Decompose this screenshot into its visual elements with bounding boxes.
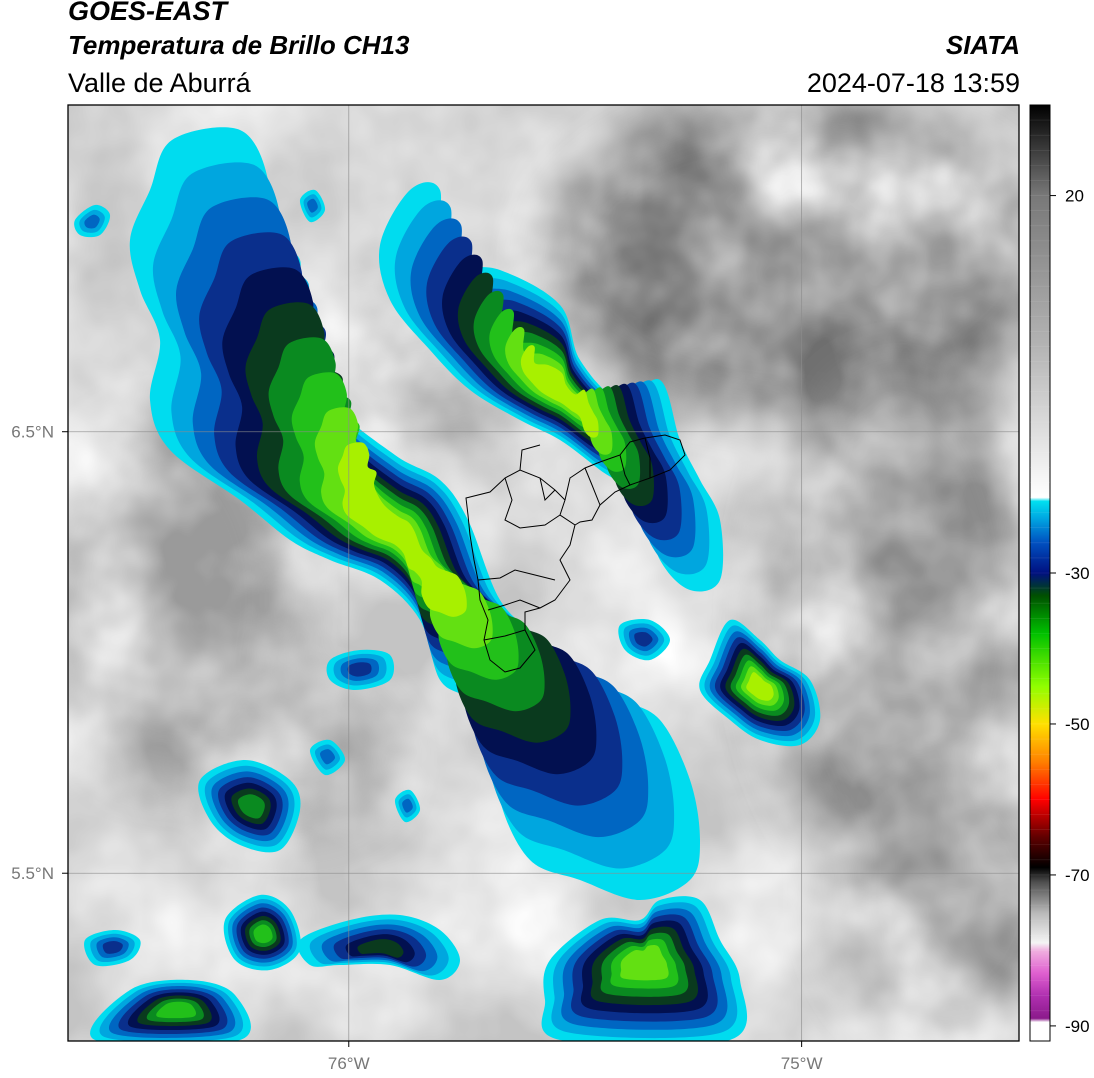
longitude-labels: 76°W 75°W	[328, 1041, 823, 1073]
lon-tick-label: 76°W	[328, 1054, 370, 1073]
map-frame	[67, 104, 1020, 1042]
municipal-boundaries	[465, 434, 686, 673]
colorbar-tick-label: -90	[1065, 1017, 1090, 1036]
cloud-contour	[347, 662, 372, 677]
region-label: Valle de Aburrá	[68, 68, 251, 98]
timestamp-label: 2024-07-18 13:59	[806, 68, 1020, 98]
cloud-contour	[102, 941, 123, 954]
cloud-background	[68, 105, 1019, 1041]
colorbar-ticks: 20 -30 -50 -70 -90	[1050, 187, 1090, 1036]
latitude-labels: 6.5°N 5.5°N	[11, 423, 68, 883]
cloud-contour	[319, 749, 336, 765]
organization-label: SIATA	[945, 30, 1020, 60]
cloud-contour	[746, 672, 774, 701]
cloud-contour	[357, 939, 404, 958]
cloud-contour	[156, 1001, 197, 1019]
product-title: Temperatura de Brillo CH13	[68, 30, 410, 60]
colorbar-tick-label: -70	[1065, 866, 1090, 885]
cloud-contour	[634, 631, 653, 647]
cloud-contour	[237, 794, 265, 819]
lat-tick-label: 5.5°N	[11, 864, 54, 883]
cloud-contour	[402, 798, 413, 813]
lon-tick-label: 75°W	[781, 1054, 823, 1073]
cloud-contour	[337, 442, 467, 617]
colorbar-tick-label: 20	[1065, 187, 1084, 206]
colorbar: 20 -30 -50 -70 -90	[1029, 104, 1090, 1042]
cloud-contour	[84, 214, 100, 229]
satellite-title: GOES-EAST	[68, 0, 228, 26]
cloud-contour	[520, 345, 599, 438]
colorbar-tick-label: -30	[1065, 564, 1090, 583]
colorbar-bands	[1030, 119, 1050, 1027]
cloud-contour	[307, 198, 318, 213]
cloud-contour	[253, 924, 273, 944]
lat-tick-label: 6.5°N	[11, 423, 54, 442]
gridlines	[68, 105, 1019, 1041]
colorbar-tick-label: -50	[1065, 715, 1090, 734]
cloud-contour	[620, 944, 669, 981]
